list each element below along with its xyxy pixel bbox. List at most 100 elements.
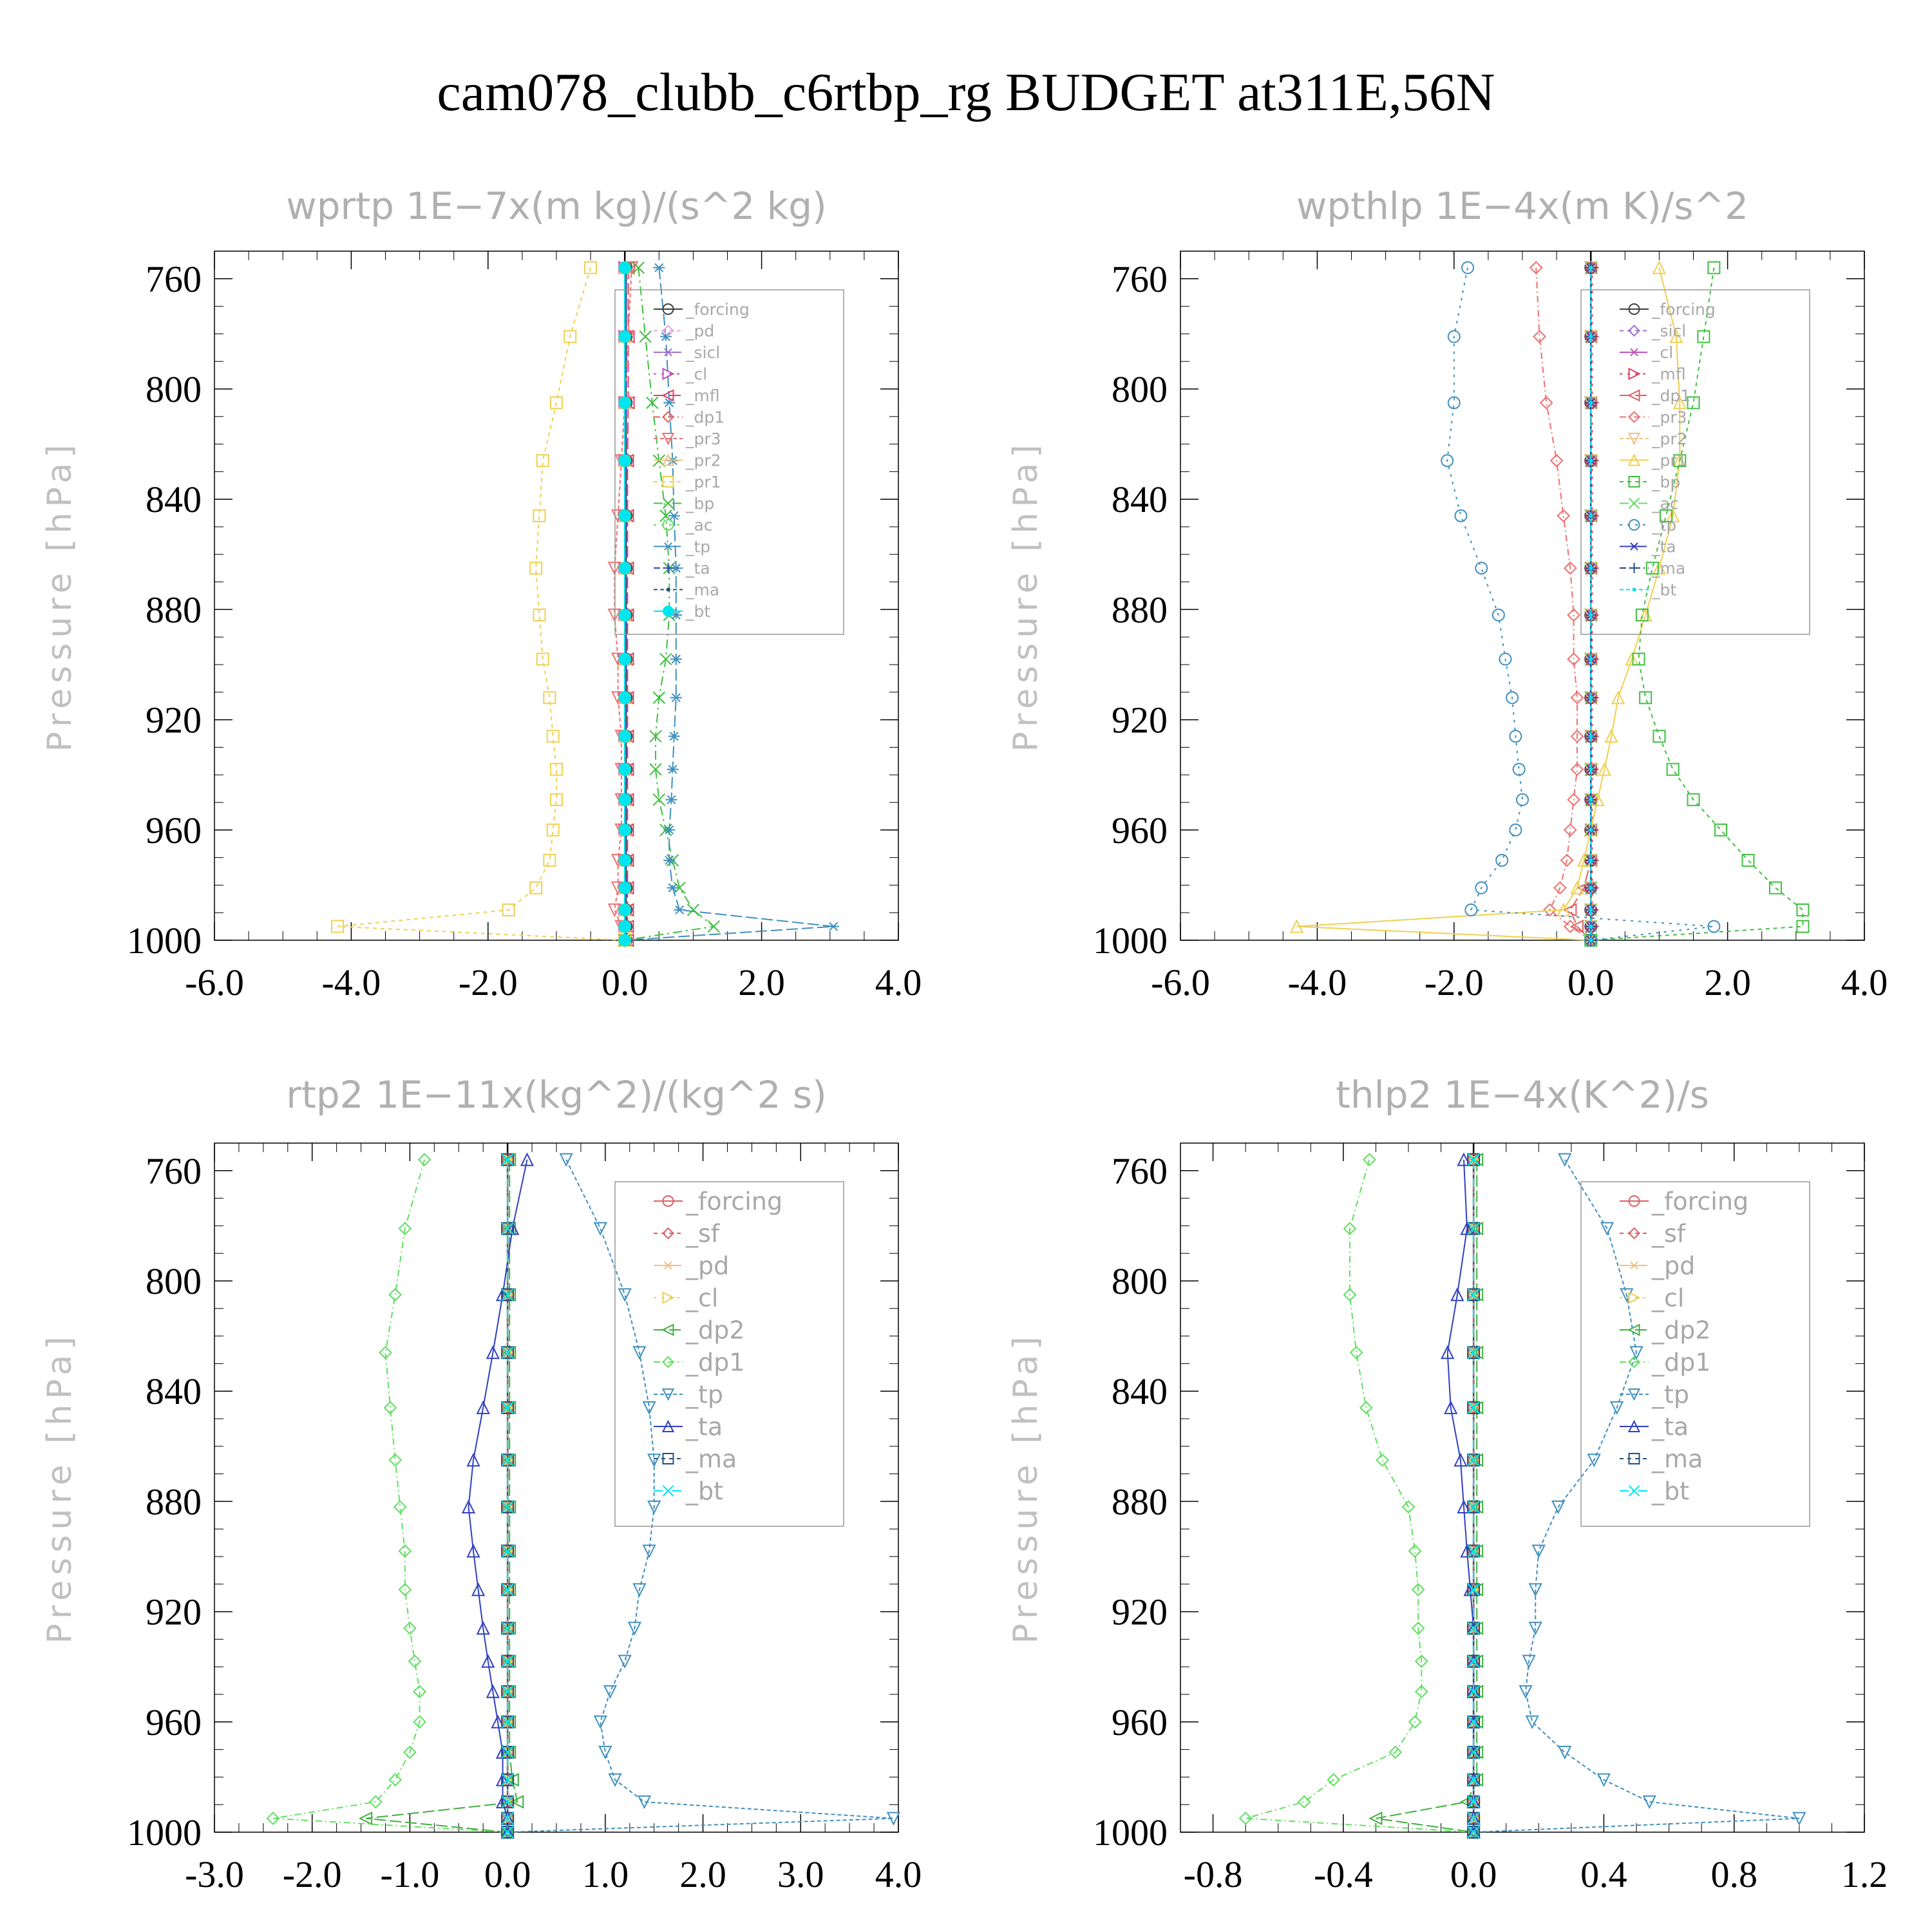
data-point xyxy=(546,823,560,837)
data-point xyxy=(659,652,672,666)
data-point xyxy=(1467,1812,1480,1825)
legend-marker xyxy=(662,1485,674,1497)
data-point xyxy=(1642,1795,1656,1810)
data-point xyxy=(559,1153,573,1167)
data-point xyxy=(1687,793,1700,806)
plot-frame xyxy=(214,251,899,941)
data-point xyxy=(502,1582,516,1596)
data-point xyxy=(1796,920,1810,933)
data-point xyxy=(1467,1812,1481,1825)
data-point xyxy=(1467,1544,1480,1558)
plot-frame xyxy=(1180,1142,1865,1833)
legend-label: _pr1 xyxy=(685,473,721,491)
data-point xyxy=(1289,919,1304,933)
data-point xyxy=(403,1745,417,1759)
y-tick-label: 840 xyxy=(146,1370,202,1412)
data-point xyxy=(618,854,631,867)
legend-marker xyxy=(661,1323,674,1336)
series-line xyxy=(614,267,632,941)
series_bt xyxy=(1589,265,1593,942)
y-tick-label: 1000 xyxy=(1093,920,1168,961)
data-point xyxy=(1635,608,1649,621)
data-point xyxy=(1589,858,1593,862)
data-point xyxy=(501,1746,514,1759)
series-line xyxy=(625,267,715,941)
data-point xyxy=(502,1453,516,1467)
data-point xyxy=(1454,509,1468,522)
main-title: cam078_clubb_c6rtbp_rg BUDGET at311E,56N xyxy=(437,62,1495,122)
legend-marker xyxy=(662,519,674,531)
data-point xyxy=(632,1346,647,1360)
x-tick-label: 4.0 xyxy=(1841,961,1888,1003)
data-point xyxy=(618,652,631,665)
data-point xyxy=(1645,562,1659,575)
series_tp xyxy=(500,1153,901,1840)
data-point xyxy=(1610,1401,1624,1416)
legend-label: _bt xyxy=(685,602,710,621)
series_dp1 xyxy=(1238,1153,1481,1839)
data-point xyxy=(627,1622,641,1636)
data-point xyxy=(1528,1622,1542,1636)
data-point xyxy=(502,1745,516,1759)
legend-label: _dp1 xyxy=(1651,1348,1710,1376)
legend-marker xyxy=(663,1261,674,1270)
data-point xyxy=(1467,1501,1480,1513)
data-point xyxy=(1567,652,1581,666)
data-point xyxy=(670,693,682,703)
data-point xyxy=(1457,1152,1471,1166)
y-tick-label: 760 xyxy=(146,1150,202,1192)
legend-label: _cl xyxy=(1651,343,1673,362)
data-point xyxy=(502,1401,516,1415)
data-point xyxy=(1492,608,1505,621)
series-line xyxy=(337,267,625,941)
legend-marker xyxy=(1627,1323,1640,1336)
data-point xyxy=(1558,1153,1572,1167)
data-point xyxy=(501,1654,514,1668)
data-point xyxy=(502,1544,516,1558)
data-point xyxy=(1467,1346,1480,1359)
data-point xyxy=(1570,690,1584,705)
data-point xyxy=(388,1453,402,1467)
data-point xyxy=(501,1583,514,1596)
legend-label: _pr2 xyxy=(685,451,721,469)
data-point xyxy=(1567,793,1581,807)
data-point xyxy=(505,1773,519,1787)
data-point xyxy=(1652,260,1667,274)
data-point xyxy=(1447,330,1461,343)
data-point xyxy=(1714,823,1727,837)
x-tick-label: -6.0 xyxy=(185,961,244,1003)
data-point xyxy=(618,509,631,522)
data-point xyxy=(1660,509,1673,522)
data-point xyxy=(1522,1654,1536,1669)
legend-label: _cl xyxy=(1651,1283,1684,1312)
data-point xyxy=(1238,1812,1253,1826)
data-point xyxy=(413,1715,427,1729)
y-tick-label: 760 xyxy=(146,258,202,300)
data-point xyxy=(1768,881,1782,895)
data-point xyxy=(1611,690,1625,705)
data-point xyxy=(1343,1222,1357,1236)
data-point xyxy=(1349,1345,1363,1359)
data-point xyxy=(1533,330,1546,344)
data-point xyxy=(1461,261,1475,274)
panel-title: wpthlp 1E−4x(m K)/s^2 xyxy=(1296,184,1748,228)
data-point xyxy=(1549,453,1564,468)
x-tick-label: 1.0 xyxy=(582,1853,629,1895)
legend-label: _pr3 xyxy=(685,430,721,448)
legend-label: _pr1 xyxy=(1651,451,1687,469)
data-point xyxy=(1441,454,1454,468)
legend-label: _cl xyxy=(685,1283,718,1312)
legend-label: _ta xyxy=(685,1412,723,1441)
data-point xyxy=(1467,1622,1480,1634)
x-tick-label: -2.0 xyxy=(283,1853,342,1895)
data-point xyxy=(1639,691,1653,705)
data-point xyxy=(1589,828,1593,832)
series_bt xyxy=(618,261,631,947)
legend-marker xyxy=(1628,1356,1640,1368)
data-point xyxy=(1563,920,1577,934)
data-point xyxy=(663,855,676,865)
legend-label: _dp1 xyxy=(1651,386,1690,405)
data-point xyxy=(663,825,676,835)
legend-label: _ma xyxy=(685,580,719,599)
y-tick-label: 800 xyxy=(1112,368,1168,410)
